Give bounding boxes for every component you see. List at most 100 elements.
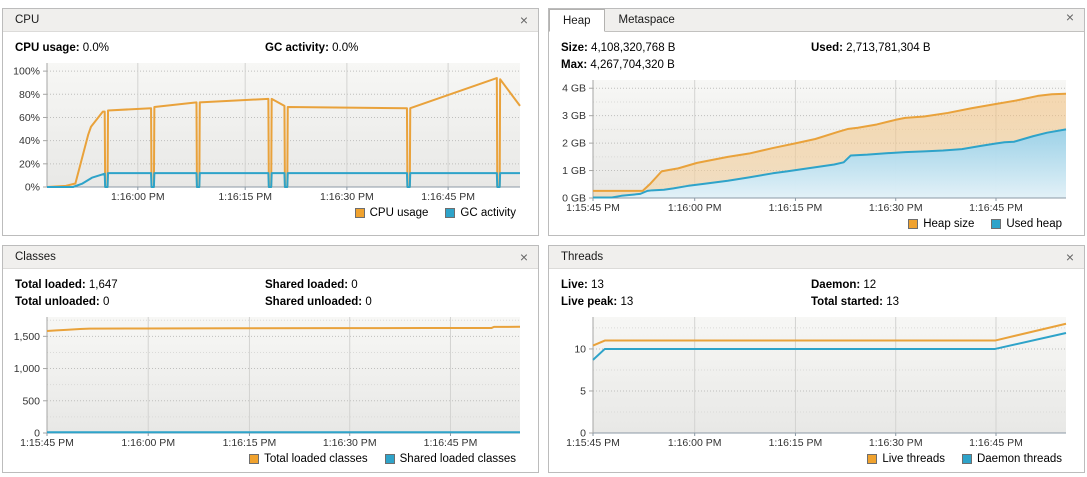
classes-stats-col1: Total loaded: 1,647 Total unloaded: 0: [15, 277, 265, 311]
threads-stats-col2: Daemon: 12 Total started: 13: [811, 277, 1061, 311]
svg-text:4 GB: 4 GB: [562, 83, 586, 95]
threads-panel: Threads × Live: 13 Live peak: 13 Daemon:…: [548, 245, 1085, 473]
heap-used-value: 2,713,781,304 B: [846, 42, 931, 54]
legend-daemon-threads: Daemon threads: [961, 453, 1062, 465]
cpu-usage-stat: CPU usage: 0.0%: [15, 40, 265, 57]
svg-text:5: 5: [580, 385, 586, 397]
shared-unloaded-stat: Shared unloaded: 0: [265, 294, 515, 311]
daemon-label: Daemon:: [811, 279, 861, 291]
heap-stats-col1: Size: 4,108,320,768 B Max: 4,267,704,320…: [561, 40, 811, 74]
svg-text:0%: 0%: [25, 182, 40, 194]
shared-unloaded-value: 0: [365, 296, 372, 308]
total-unloaded-stat: Total unloaded: 0: [15, 294, 265, 311]
svg-text:0: 0: [34, 428, 40, 440]
svg-text:2 GB: 2 GB: [562, 138, 586, 150]
cpu-chart-area: 0% 20% 40% 60% 80% 100% 1:16:00 PM 1:16:15 PM 1:…: [3, 59, 538, 235]
shared-loaded-stat: Shared loaded: 0: [265, 277, 515, 294]
svg-text:1:16:15 PM: 1:16:15 PM: [769, 202, 823, 214]
legend-label: Used heap: [1006, 218, 1062, 230]
threads-close-icon[interactable]: ×: [1065, 249, 1075, 265]
legend-live-threads: Live threads: [867, 453, 945, 465]
svg-text:60%: 60%: [19, 112, 40, 124]
tab-heap[interactable]: Heap: [549, 9, 605, 32]
shared-loaded-value: 0: [351, 279, 358, 291]
svg-text:1 GB: 1 GB: [562, 165, 586, 177]
svg-text:1:16:00 PM: 1:16:00 PM: [111, 191, 165, 203]
cpu-close-icon[interactable]: ×: [519, 12, 529, 28]
cpu-panel-title: CPU: [15, 14, 40, 26]
live-label: Live:: [561, 279, 588, 291]
classes-chart-area: 0 500 1,000 1,500 1:15:45 PM 1:16:00 PM 1:16:1…: [3, 313, 538, 472]
classes-stats: Total loaded: 1,647 Total unloaded: 0 Sh…: [3, 269, 538, 313]
heap-stats: Size: 4,108,320,768 B Max: 4,267,704,320…: [549, 32, 1084, 76]
total-loaded-stat: Total loaded: 1,647: [15, 277, 265, 294]
heap-chart: 0 GB 1 GB 2 GB 3 GB 4 GB 1:15:45 PM 1:16:00 PM…: [562, 80, 1067, 214]
shared-loaded-label: Shared loaded:: [265, 279, 349, 291]
svg-text:1:16:30 PM: 1:16:30 PM: [869, 202, 923, 214]
legend-total-loaded-classes: Total loaded classes: [249, 453, 368, 465]
legend-shared-loaded-classes: Shared loaded classes: [384, 453, 516, 465]
cpu-chart: 0% 20% 40% 60% 80% 100% 1:16:00 PM 1:16:15 PM 1:…: [13, 63, 521, 203]
svg-text:1:15:45 PM: 1:15:45 PM: [20, 437, 74, 449]
heap-max-label: Max:: [561, 59, 588, 71]
svg-text:20%: 20%: [19, 158, 40, 170]
threads-chart-area: 0 5 10 1:15:45 PM 1:16:00 PM 1:16:15 PM 1:16:3…: [549, 313, 1084, 472]
legend-swatch-icon: [249, 454, 260, 464]
svg-text:1:16:00 PM: 1:16:00 PM: [121, 437, 175, 449]
svg-text:100%: 100%: [13, 66, 40, 78]
heap-used-stat: Used: 2,713,781,304 B: [811, 40, 1061, 57]
legend-label: Shared loaded classes: [399, 453, 516, 465]
classes-close-icon[interactable]: ×: [519, 249, 529, 265]
threads-chart: 0 5 10 1:15:45 PM 1:16:00 PM 1:16:15 PM 1:16:3…: [566, 317, 1067, 449]
legend-gc-activity: GC activity: [445, 207, 516, 219]
svg-text:1:16:30 PM: 1:16:30 PM: [869, 437, 923, 449]
svg-text:1:16:00 PM: 1:16:00 PM: [668, 202, 722, 214]
svg-text:0: 0: [580, 428, 586, 440]
heap-max-value: 4,267,704,320 B: [590, 59, 675, 71]
live-peak-value: 13: [620, 296, 634, 308]
live-peak-stat: Live peak: 13: [561, 294, 811, 311]
cpu-usage-value: 0.0%: [82, 42, 109, 54]
svg-text:1:16:15 PM: 1:16:15 PM: [218, 191, 272, 203]
cpu-panel-header: CPU ×: [3, 9, 538, 32]
legend-swatch-icon: [867, 454, 878, 464]
total-loaded-value: 1,647: [88, 279, 118, 291]
gc-activity-value: 0.0%: [332, 42, 359, 54]
cpu-stats-col2: GC activity: 0.0%: [265, 40, 515, 57]
svg-text:80%: 80%: [19, 89, 40, 101]
cpu-stats-col1: CPU usage: 0.0%: [15, 40, 265, 57]
classes-stats-col2: Shared loaded: 0 Shared unloaded: 0: [265, 277, 515, 311]
classes-panel: Classes × Total loaded: 1,647 Total unlo…: [2, 245, 539, 473]
legend-swatch-icon: [384, 454, 395, 464]
svg-text:1,000: 1,000: [14, 363, 40, 375]
cpu-stats: CPU usage: 0.0% GC activity: 0.0%: [3, 32, 538, 59]
svg-text:1:15:45 PM: 1:15:45 PM: [566, 202, 620, 214]
gc-activity-label: GC activity:: [265, 42, 329, 54]
tab-metaspace[interactable]: Metaspace: [618, 14, 675, 26]
heap-size-label: Size:: [561, 42, 588, 54]
threads-panel-header: Threads ×: [549, 246, 1084, 269]
threads-panel-title: Threads: [561, 251, 604, 263]
legend-swatch-icon: [908, 219, 919, 229]
cpu-legend: CPU usage GC activity: [3, 204, 536, 221]
svg-text:10: 10: [574, 343, 586, 355]
svg-text:40%: 40%: [19, 135, 40, 147]
daemon-value: 12: [863, 279, 877, 291]
heap-close-icon[interactable]: ×: [1065, 9, 1075, 25]
legend-used-heap: Used heap: [991, 218, 1062, 230]
legend-swatch-icon: [991, 219, 1002, 229]
legend-cpu-usage: CPU usage: [354, 207, 429, 219]
live-stat: Live: 13: [561, 277, 811, 294]
cpu-panel: CPU × CPU usage: 0.0% GC activity: 0.0% …: [2, 8, 539, 236]
threads-stats-col1: Live: 13 Live peak: 13: [561, 277, 811, 311]
legend-swatch-icon: [961, 454, 972, 464]
svg-text:1:16:45 PM: 1:16:45 PM: [421, 191, 475, 203]
svg-text:3 GB: 3 GB: [562, 110, 586, 122]
classes-chart: 0 500 1,000 1,500 1:15:45 PM 1:16:00 PM 1:16:1…: [14, 317, 521, 449]
total-started-label: Total started:: [811, 296, 883, 308]
svg-text:0 GB: 0 GB: [562, 193, 586, 205]
classes-panel-title: Classes: [15, 251, 56, 263]
svg-text:1,500: 1,500: [14, 331, 40, 343]
legend-label: CPU usage: [369, 207, 429, 219]
svg-text:1:16:15 PM: 1:16:15 PM: [769, 437, 823, 449]
